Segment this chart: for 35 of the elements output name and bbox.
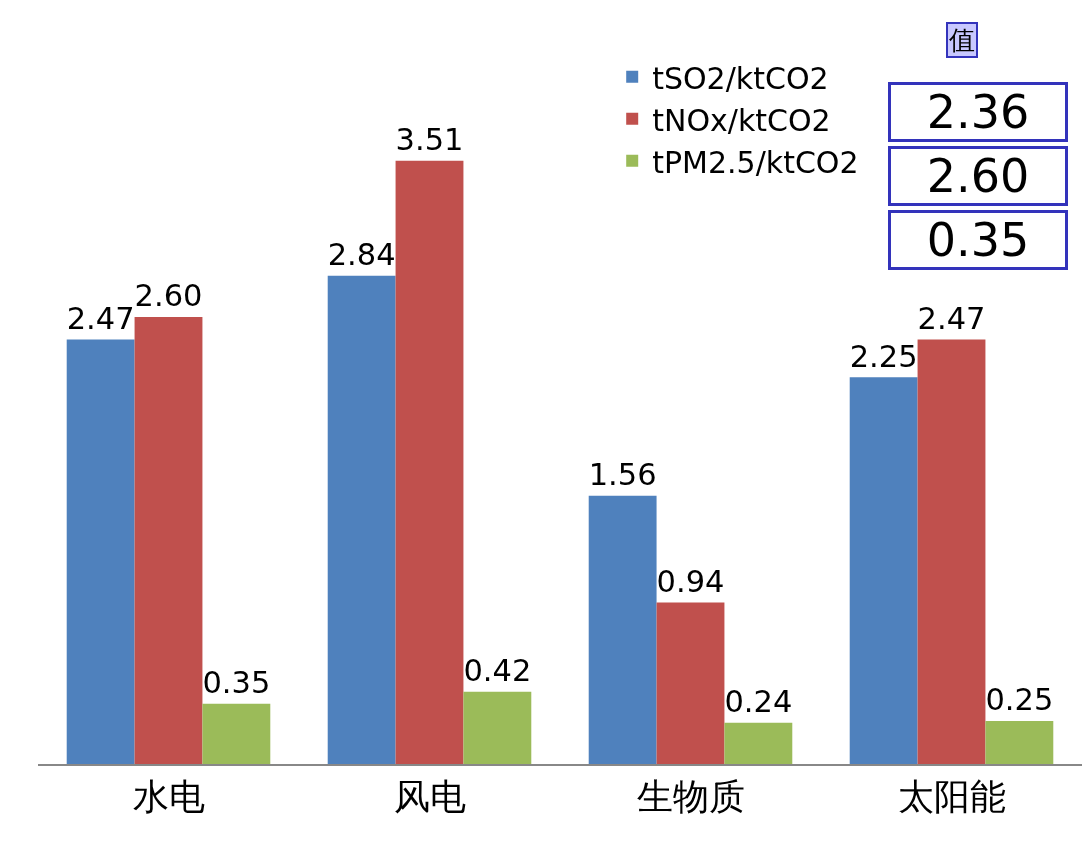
- data-label: 2.47: [917, 300, 986, 336]
- x-tick-label: 太阳能: [897, 776, 1006, 818]
- legend-label: tSO2/ktCO2: [652, 60, 829, 96]
- data-label: 0.25: [985, 682, 1054, 718]
- bar: [849, 377, 918, 764]
- data-label: 2.60: [134, 278, 203, 314]
- x-tick-label: 风电: [393, 776, 466, 818]
- data-label: 0.94: [656, 563, 725, 599]
- legend-label: tNOx/ktCO2: [652, 102, 831, 138]
- bar: [656, 602, 725, 764]
- bar: [463, 691, 532, 764]
- bar: [588, 495, 657, 764]
- bar: [395, 160, 464, 764]
- x-tick-label: 水电: [132, 776, 205, 818]
- bar: [917, 339, 986, 764]
- bar: [327, 275, 396, 764]
- bar: [985, 721, 1054, 764]
- annotation: 2.60: [926, 149, 1030, 203]
- data-label: 2.25: [849, 338, 918, 374]
- bar: [724, 722, 793, 764]
- bar: [66, 339, 135, 764]
- data-label: 2.84: [327, 237, 396, 273]
- data-label: 3.51: [395, 122, 464, 158]
- data-label: 2.47: [66, 300, 135, 336]
- data-label: 1.56: [588, 457, 657, 493]
- legend-label: tPM2.5/ktCO2: [652, 144, 859, 180]
- data-label: 0.24: [724, 684, 793, 720]
- text: 2.36: [926, 85, 1030, 139]
- x-tick-label: 生物质: [636, 776, 745, 818]
- data-label: 0.42: [463, 653, 532, 689]
- data-label: 0.35: [202, 665, 271, 701]
- text: 值: [949, 25, 975, 55]
- bar: [134, 317, 203, 764]
- annotation: 0.35: [926, 213, 1030, 267]
- bar: [202, 703, 271, 764]
